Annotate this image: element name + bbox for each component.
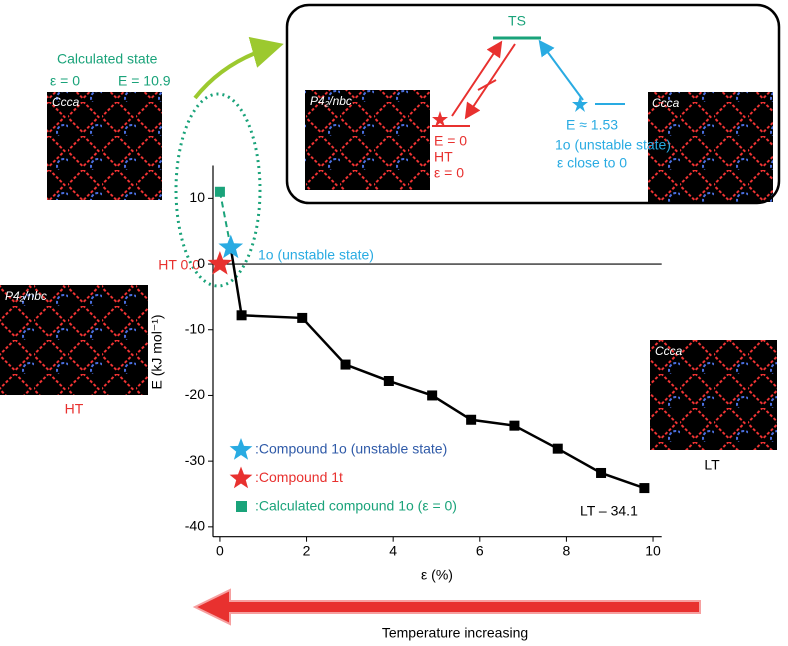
- annotation: E = 10.9: [118, 73, 171, 89]
- annotation: HT: [65, 401, 84, 417]
- x-axis-label: ε (%): [421, 567, 453, 583]
- annotation: ε = 0: [434, 165, 464, 181]
- x-tick-label: 6: [476, 542, 484, 558]
- legend-label: :Calculated compound 1o (ε = 0): [255, 498, 457, 514]
- star-point: [218, 234, 244, 259]
- arrow: [464, 43, 516, 120]
- square-point: [236, 310, 247, 321]
- annotation: Ccca: [52, 95, 80, 109]
- square-point: [340, 359, 351, 370]
- y-tick-label: -30: [185, 452, 205, 468]
- annotation: Ccca: [655, 344, 683, 358]
- annotation: E = 0: [434, 133, 467, 149]
- annotation: P4₂/nbc: [310, 94, 352, 108]
- temperature-arrow: [192, 588, 701, 626]
- annotation: ε = 0: [50, 73, 80, 89]
- legend-label: :Compound 1o (unstable state): [255, 441, 447, 457]
- x-tick-label: 8: [563, 542, 571, 558]
- square-point: [639, 483, 650, 494]
- annotation: Temperature increasing: [382, 625, 528, 641]
- annotation: E ≈ 1.53: [566, 117, 618, 133]
- annotation: Ccca: [652, 96, 680, 110]
- annotation: 1o (unstable state): [555, 137, 671, 153]
- annotation: HT 0.0: [158, 257, 200, 273]
- y-tick-label: -20: [185, 386, 205, 402]
- arrow: [193, 36, 284, 100]
- annotation: Calculated state: [57, 51, 158, 67]
- square-point: [552, 443, 563, 454]
- square-point: [214, 186, 225, 197]
- annotation: TS: [508, 13, 526, 29]
- annotation: 1o (unstable state): [258, 247, 374, 263]
- x-tick-label: 4: [389, 542, 397, 558]
- square-point: [427, 390, 438, 401]
- annotation: LT – 34.1: [580, 503, 638, 519]
- arrow: [538, 39, 584, 101]
- arrow: [451, 40, 503, 117]
- x-tick-label: 0: [216, 542, 224, 558]
- star-icon: [572, 96, 588, 112]
- square-point: [383, 375, 394, 386]
- annotation: HT: [434, 149, 453, 165]
- star-icon: [432, 111, 448, 127]
- cross: [477, 79, 497, 91]
- annotation: LT: [704, 457, 720, 473]
- y-axis-label: E (kJ mol⁻¹): [149, 314, 165, 389]
- legend-marker: [236, 501, 247, 512]
- legend-marker: [229, 466, 253, 489]
- x-tick-label: 10: [645, 542, 661, 558]
- annotation: ε close to 0: [557, 155, 627, 171]
- star-point: [207, 251, 233, 275]
- y-tick-label: -40: [185, 518, 205, 534]
- square-point: [509, 420, 520, 431]
- annotation: P4₂/nbc: [5, 289, 47, 303]
- y-tick-label: 0: [197, 255, 205, 271]
- y-tick-label: 10: [189, 189, 205, 205]
- inset-frame: [285, 3, 781, 205]
- crystal-images: [0, 90, 777, 450]
- square-point: [466, 414, 477, 425]
- highlight-ellipse: [174, 92, 262, 288]
- legend-marker: [229, 438, 253, 460]
- square-point: [297, 312, 308, 323]
- y-tick-label: -10: [185, 320, 205, 336]
- legend-label: :Compound 1t: [255, 469, 343, 485]
- x-tick-label: 2: [303, 542, 311, 558]
- square-point: [596, 467, 607, 478]
